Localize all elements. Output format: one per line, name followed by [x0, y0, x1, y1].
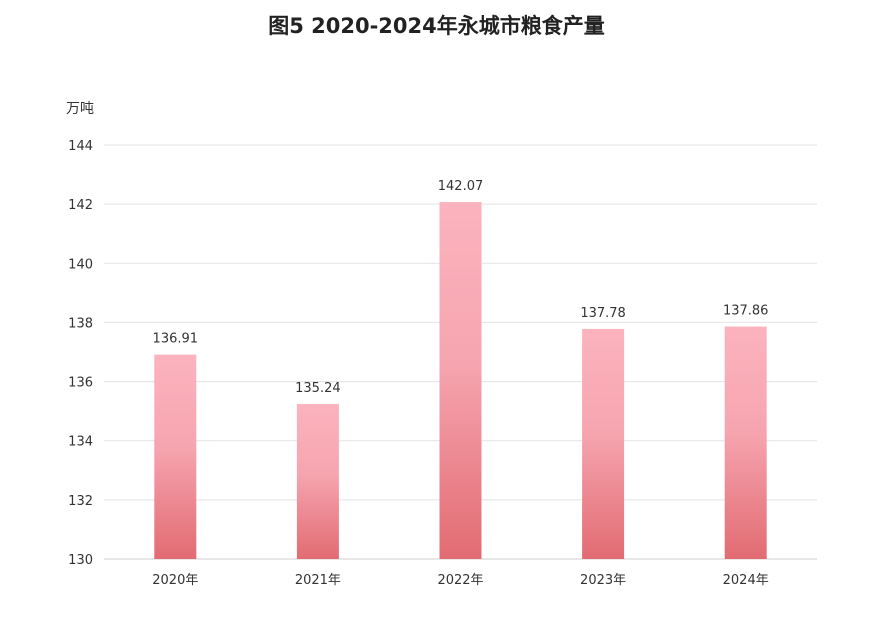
y-tick-label: 130	[68, 553, 93, 568]
data-label: 137.86	[723, 304, 769, 319]
bar	[154, 354, 197, 559]
y-axis-ticks: 130 132 134 136 138 140 142 144	[68, 139, 93, 568]
y-tick-label: 138	[68, 316, 93, 331]
y-tick-label: 140	[68, 257, 93, 272]
y-tick-label: 134	[68, 435, 93, 450]
data-label: 136.91	[153, 332, 199, 347]
y-tick-label: 142	[68, 198, 93, 213]
x-tick-label: 2024年	[723, 573, 769, 588]
data-label: 137.78	[580, 306, 626, 321]
bar	[296, 404, 339, 559]
bar	[724, 326, 767, 559]
data-label: 135.24	[295, 381, 341, 396]
data-label: 142.07	[438, 179, 484, 194]
y-tick-label: 136	[68, 376, 93, 391]
bars	[154, 202, 767, 559]
bar	[439, 202, 482, 559]
x-tick-label: 2023年	[580, 573, 626, 588]
y-tick-label: 132	[68, 494, 93, 509]
data-labels: 136.91 135.24 142.07 137.78 137.86	[153, 179, 769, 396]
chart-title: 图5 2020-2024年永城市粮食产量	[268, 14, 605, 38]
x-tick-label: 2021年	[295, 573, 341, 588]
bar	[582, 328, 625, 559]
x-tick-label: 2020年	[152, 573, 198, 588]
x-tick-label: 2022年	[437, 573, 483, 588]
x-axis-ticks: 2020年 2021年 2022年 2023年 2024年	[152, 573, 768, 588]
y-axis-unit-label: 万吨	[66, 101, 94, 117]
y-tick-label: 144	[68, 139, 93, 154]
